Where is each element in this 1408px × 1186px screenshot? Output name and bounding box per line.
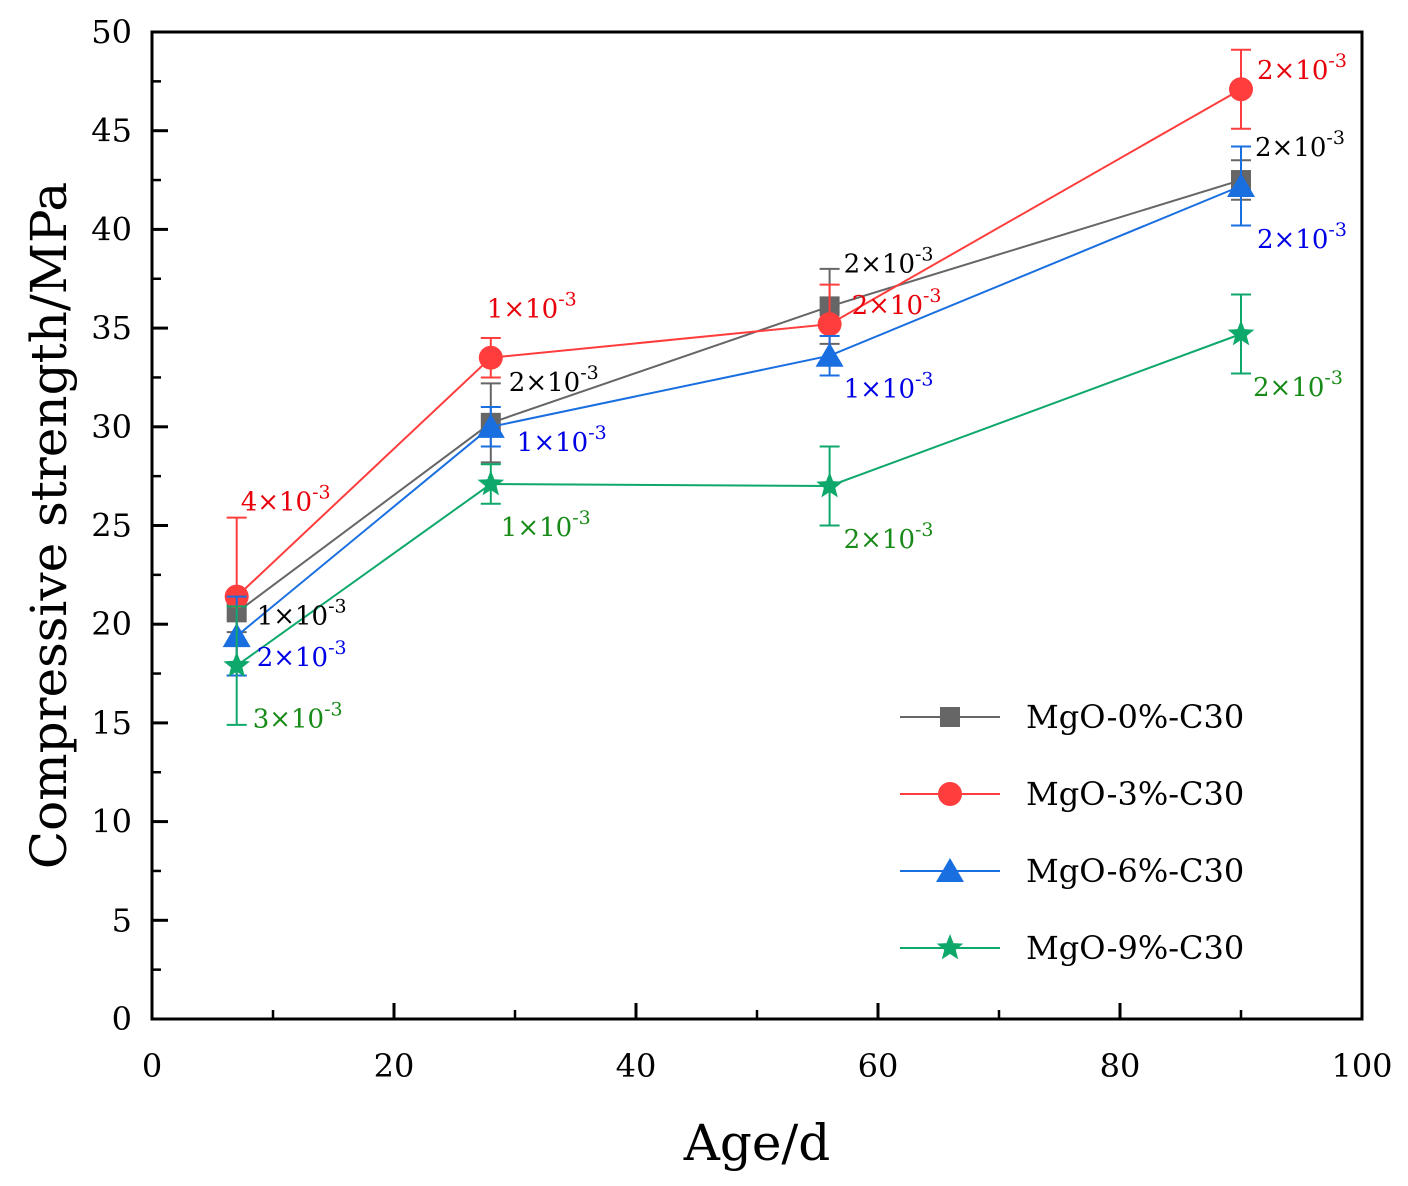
data-label: 1×10-3 <box>487 289 577 325</box>
legend-marker <box>940 707 960 727</box>
series-line <box>236 185 1242 637</box>
series-layer <box>222 48 1255 726</box>
annotation-layer: 1×10-3 2×10-3 2×10-3 2×10-3 4×10-3 1×10-3 2×10… <box>241 50 1347 734</box>
data-label: 4×10-3 <box>241 482 331 518</box>
legend-marker <box>936 858 964 883</box>
data-point <box>478 345 503 370</box>
axes-layer: 0 20 40 60 80 100 0 5 10 15 20 25 30 35 40 45 50 <box>91 13 1392 1085</box>
legend-item: MgO-6%-C30 <box>900 852 1244 890</box>
data-label: 1×10-3 <box>517 422 607 458</box>
x-axis-title: Age/d <box>683 1114 831 1172</box>
series-MgO-0%-C30 <box>226 159 1251 634</box>
y-axis-title: Compressive strength/MPa <box>20 182 78 869</box>
series-line <box>236 88 1242 598</box>
y-tick-label: 15 <box>91 704 132 742</box>
y-tick-label: 40 <box>91 210 132 248</box>
x-tick-label: 100 <box>1331 1047 1392 1085</box>
legend: MgO-0%-C30 MgO-3%-C30 MgO-6%-C30 MgO-9%-C30 <box>900 698 1244 967</box>
data-point <box>223 651 251 677</box>
data-point <box>1229 77 1253 102</box>
data-label: 2×10-3 <box>844 243 934 279</box>
legend-item: MgO-0%-C30 <box>900 698 1244 736</box>
data-point <box>817 312 842 337</box>
x-tick-label: 80 <box>1100 1047 1141 1085</box>
y-tick-label: 20 <box>91 605 132 643</box>
data-point <box>476 413 505 438</box>
data-label: 1×10-3 <box>844 369 934 405</box>
legend-item: MgO-9%-C30 <box>900 929 1244 967</box>
data-label: 2×10-3 <box>1253 367 1343 403</box>
x-tick-label: 0 <box>142 1047 162 1085</box>
y-tick-label: 0 <box>112 1000 132 1038</box>
data-point <box>477 470 505 496</box>
data-label: 2×10-3 <box>852 285 942 321</box>
data-label: 2×10-3 <box>1257 50 1347 86</box>
series-MgO-9%-C30 <box>223 293 1255 726</box>
legend-label: MgO-6%-C30 <box>1026 852 1244 890</box>
y-tick-label: 25 <box>91 507 132 545</box>
legend-item: MgO-3%-C30 <box>900 775 1244 813</box>
data-point <box>1227 172 1255 198</box>
x-tick-label: 20 <box>374 1047 415 1085</box>
y-tick-label: 30 <box>91 408 132 446</box>
legend-label: MgO-0%-C30 <box>1026 698 1244 736</box>
y-tick-label: 50 <box>91 13 132 51</box>
y-tick-label: 45 <box>91 112 132 150</box>
legend-marker <box>938 782 962 806</box>
data-point <box>815 342 844 367</box>
data-label: 2×10-3 <box>844 519 934 555</box>
y-tick-label: 35 <box>91 309 132 347</box>
data-label: 2×10-3 <box>1257 219 1347 255</box>
series-MgO-3%-C30 <box>224 48 1253 677</box>
y-tick-label: 10 <box>91 803 132 841</box>
legend-label: MgO-3%-C30 <box>1026 775 1244 813</box>
data-label: 3×10-3 <box>253 699 343 735</box>
data-label: 1×10-3 <box>501 507 591 543</box>
x-tick-label: 40 <box>616 1047 657 1085</box>
data-label: 2×10-3 <box>257 637 347 673</box>
data-point <box>1227 320 1255 346</box>
series-line <box>236 179 1242 614</box>
y-tick-label: 5 <box>112 901 132 939</box>
legend-label: MgO-9%-C30 <box>1026 929 1244 967</box>
data-label: 2×10-3 <box>509 362 599 398</box>
legend-marker <box>936 934 964 960</box>
data-label: 2×10-3 <box>1255 127 1345 163</box>
series-MgO-6%-C30 <box>222 145 1255 677</box>
series-line <box>236 333 1242 667</box>
data-point <box>816 472 843 498</box>
x-tick-label: 60 <box>858 1047 899 1085</box>
data-label: 1×10-3 <box>257 595 347 631</box>
